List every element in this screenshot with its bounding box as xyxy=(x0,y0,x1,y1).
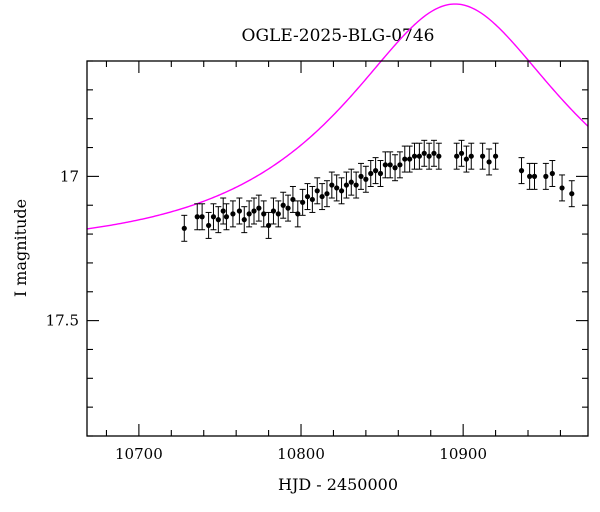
data-point xyxy=(480,153,486,159)
data-point xyxy=(236,208,243,214)
x-tick-label: 10900 xyxy=(439,445,487,463)
plot-frame xyxy=(86,60,589,437)
data-point xyxy=(285,205,291,211)
data-point xyxy=(363,176,369,182)
data-point xyxy=(421,150,427,156)
data-point xyxy=(463,156,469,162)
data-point xyxy=(518,168,525,174)
data-point xyxy=(358,173,364,179)
data-point xyxy=(241,217,247,223)
y-axis-label: I magnitude xyxy=(11,199,30,297)
data-point xyxy=(569,191,575,197)
data-point xyxy=(280,202,286,208)
data-point xyxy=(215,217,221,223)
data-point xyxy=(319,193,325,200)
data-point xyxy=(230,211,236,217)
data-point xyxy=(275,211,281,217)
y-tick-label: 17.5 xyxy=(46,312,79,330)
data-point xyxy=(348,179,354,185)
data-point xyxy=(492,153,499,159)
data-point xyxy=(468,153,474,159)
data-point xyxy=(251,208,257,214)
data-point xyxy=(531,173,538,179)
data-point xyxy=(261,211,267,217)
data-point xyxy=(368,170,374,177)
data-points-group xyxy=(181,139,575,242)
data-point xyxy=(181,225,187,231)
data-point xyxy=(377,170,384,177)
data-point xyxy=(549,170,555,177)
data-point xyxy=(270,208,277,214)
data-point xyxy=(353,182,359,188)
model-curve xyxy=(86,3,589,230)
x-tick-label: 10800 xyxy=(277,445,325,463)
data-point xyxy=(206,222,212,229)
y-tick-label: 17 xyxy=(60,167,79,185)
data-point xyxy=(290,196,296,203)
x-axis-label: HJD - 2450000 xyxy=(278,475,398,494)
data-point xyxy=(300,199,306,205)
data-point xyxy=(329,182,335,188)
data-point xyxy=(256,205,262,211)
data-point xyxy=(407,156,413,162)
x-tick-label: 10700 xyxy=(115,445,163,463)
data-point xyxy=(426,153,432,159)
data-point xyxy=(559,185,565,191)
data-point xyxy=(387,162,393,168)
data-point xyxy=(397,162,403,168)
data-point xyxy=(199,214,205,220)
data-point xyxy=(246,211,252,217)
data-point xyxy=(223,214,230,220)
data-point xyxy=(304,193,311,200)
data-point xyxy=(295,211,301,217)
data-point xyxy=(210,214,217,220)
data-point xyxy=(343,182,350,188)
data-point xyxy=(527,173,533,179)
data-point xyxy=(454,153,460,159)
data-point xyxy=(431,150,437,156)
chart-title: OGLE-2025-BLG-0746 xyxy=(242,26,435,46)
data-point xyxy=(416,153,422,159)
data-point xyxy=(309,196,315,203)
data-point xyxy=(220,208,226,214)
data-point xyxy=(543,173,549,179)
tick-group: 10700 10800 10900 17 17.5 xyxy=(46,60,588,463)
data-point xyxy=(392,165,398,171)
data-point xyxy=(338,188,345,194)
data-point xyxy=(314,188,320,194)
data-point xyxy=(436,153,442,159)
data-point xyxy=(334,185,340,191)
data-point xyxy=(458,150,465,156)
data-point xyxy=(194,214,200,220)
data-point xyxy=(411,153,418,159)
data-point xyxy=(265,222,272,229)
model-curve-group xyxy=(86,3,589,230)
data-point xyxy=(324,191,330,197)
data-point xyxy=(373,168,379,174)
data-point xyxy=(402,156,408,162)
data-point xyxy=(486,159,492,165)
data-point xyxy=(382,162,388,168)
